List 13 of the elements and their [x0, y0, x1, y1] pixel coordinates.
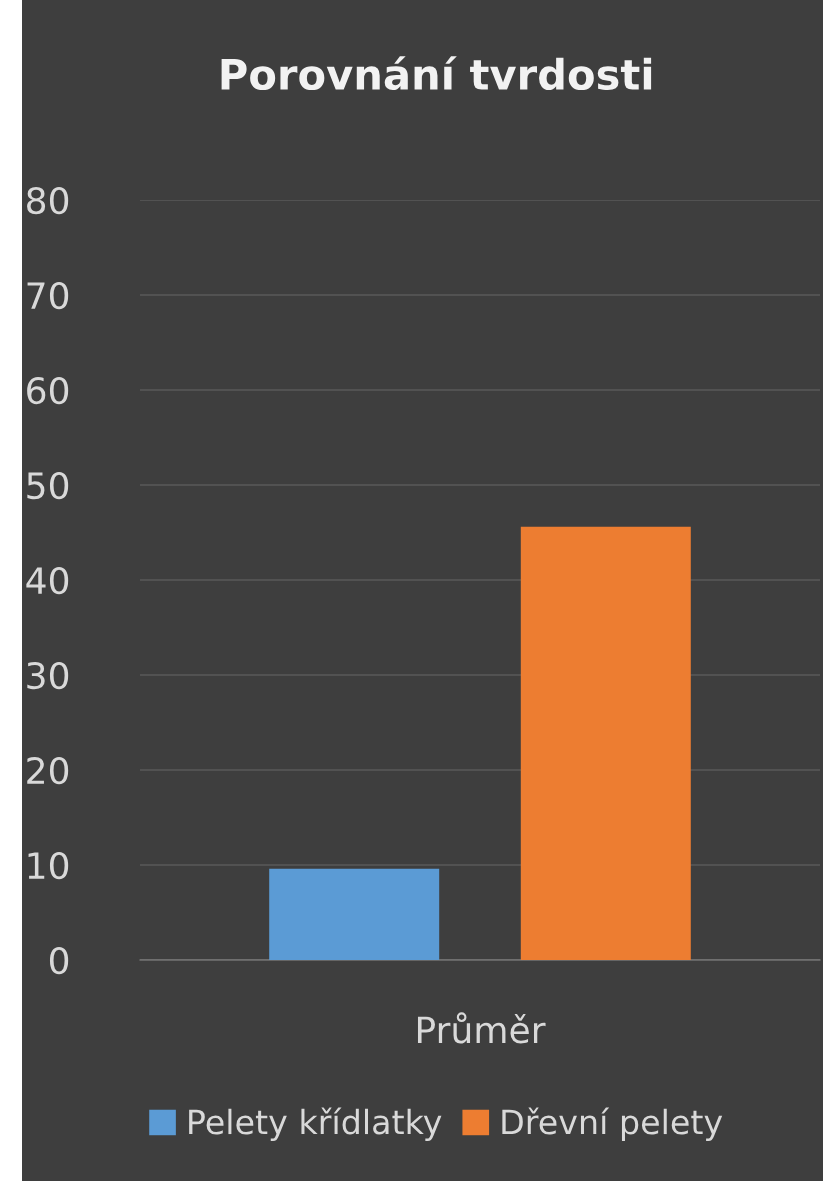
legend-label: Dřevní pelety — [502, 1107, 723, 1141]
y-tick-label: 0 — [49, 946, 69, 975]
y-tick-label: 20 — [27, 756, 69, 785]
y-tick-label: 60 — [27, 376, 69, 405]
y-tick-label: 70 — [27, 281, 69, 310]
x-tick-label: Průměr — [417, 1012, 546, 1044]
y-tick-label: 30 — [27, 661, 69, 690]
y-tick-label: 40 — [26, 566, 69, 595]
y-tick-label: 50 — [27, 471, 69, 500]
chart-title: Porovnání tvrdosti — [221, 56, 652, 91]
y-tick-label: 80 — [27, 186, 69, 215]
y-tick-label: 10 — [28, 851, 69, 880]
legend-label: Pelety křídlatky — [189, 1107, 442, 1141]
